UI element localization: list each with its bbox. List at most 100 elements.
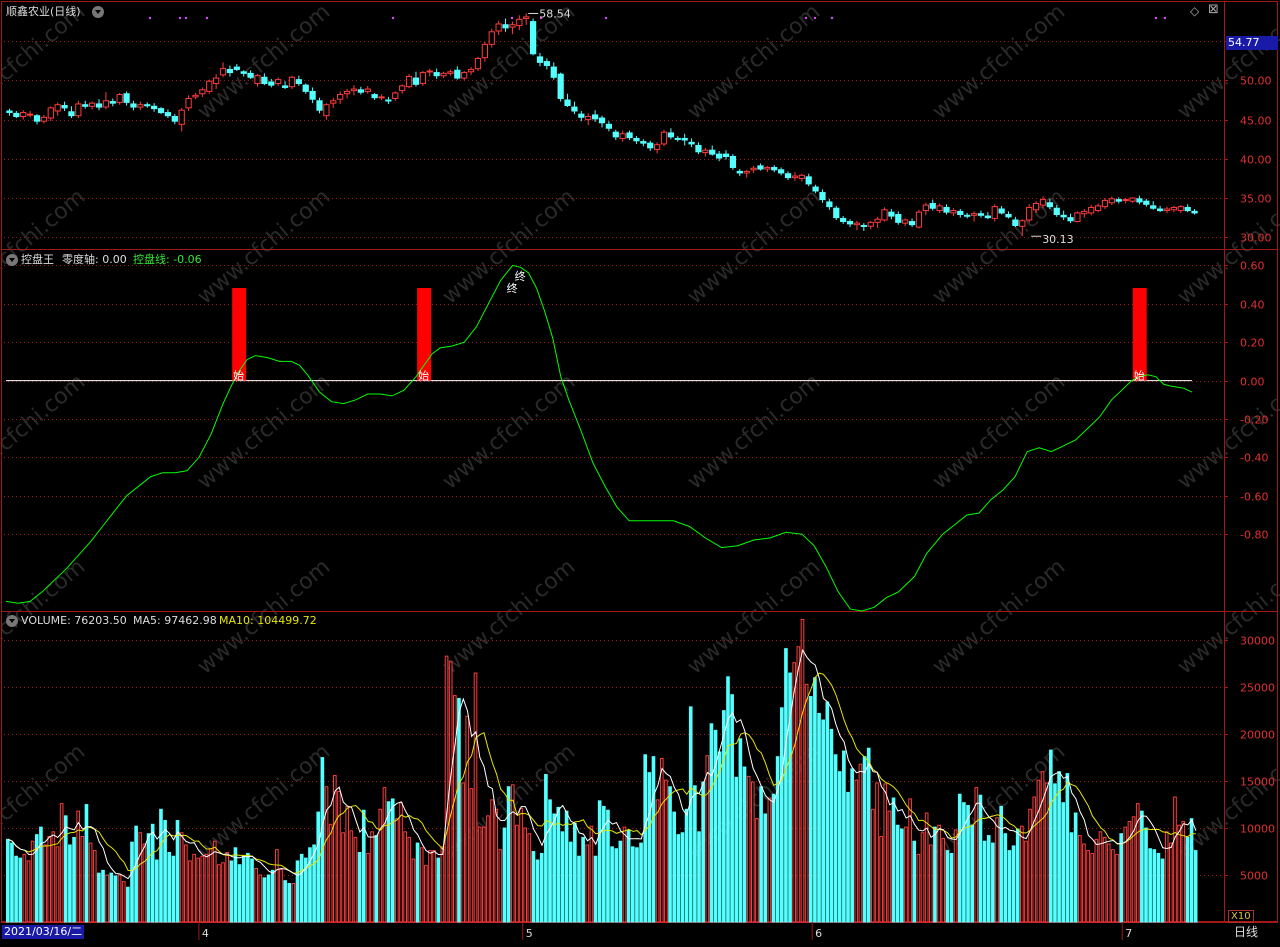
volume-bar [138, 832, 143, 923]
volume-bar [295, 860, 300, 923]
stock-title[interactable]: 顺鑫农业(日线) [6, 5, 81, 18]
volume-bar [887, 810, 892, 923]
volume-bar [18, 857, 23, 923]
volume-bar [1032, 796, 1037, 923]
candle-body [467, 68, 475, 73]
volume-bar [208, 848, 213, 923]
indicator-dropdown-icon[interactable] [6, 254, 18, 266]
volume-bar [883, 783, 888, 923]
candle-body [1150, 205, 1157, 209]
y-tick-label: 50.00 [1240, 75, 1272, 88]
volume-bar [498, 849, 503, 923]
candle-body [536, 56, 544, 63]
candle-body [743, 170, 750, 174]
volume-bar [1144, 827, 1148, 923]
candle-body [137, 104, 144, 108]
candle-body [660, 131, 668, 145]
candle-body [798, 174, 805, 179]
candle-body [564, 99, 571, 107]
volume-bar [1044, 782, 1049, 923]
volume-bar [84, 804, 89, 923]
volume-bar [722, 710, 726, 923]
volume-bar [982, 840, 987, 923]
volume-bar [188, 860, 192, 923]
volume-bar [370, 831, 374, 923]
signal-label: 始 [418, 369, 429, 383]
candle-body [529, 21, 537, 55]
volume-bar [382, 787, 387, 923]
candle-body [419, 72, 426, 85]
volume-bar [378, 808, 383, 923]
candle-body [902, 219, 909, 224]
volume-bar [241, 855, 246, 923]
candle-body [1136, 198, 1143, 203]
volume-bar [494, 808, 499, 923]
volume-bar [167, 851, 172, 923]
candle-body [1088, 206, 1095, 214]
period-label[interactable]: 日线 [1233, 925, 1258, 939]
candle-body [1046, 202, 1053, 208]
volume-bar [900, 828, 904, 923]
diamond-icon[interactable]: ◇ [1190, 4, 1200, 18]
volume-bar [14, 855, 18, 923]
candle-body [833, 207, 840, 219]
close-icon[interactable]: ⊠ [1208, 2, 1219, 17]
volume-bar [1164, 831, 1169, 923]
signal-label: 终 [507, 281, 518, 295]
candle-body [1053, 207, 1060, 215]
volume-bar [204, 853, 209, 923]
candle-body [1039, 199, 1047, 206]
volume-bar [324, 786, 329, 923]
watermark-text: www.cfchi.com [1173, 554, 1280, 679]
y-tick-label: 0.20 [1240, 337, 1265, 350]
candle-body [578, 113, 585, 118]
volume-bar [808, 696, 813, 923]
volume-bar [672, 811, 676, 923]
volume-bar [573, 822, 577, 923]
y-tick-label: 5000 [1240, 870, 1268, 883]
y-tick-label: 0.60 [1240, 260, 1265, 273]
candle-body [771, 166, 778, 171]
ma5-label: MA5: 97462.98 [133, 614, 217, 627]
candle-body [605, 123, 613, 129]
volume-bar [1069, 832, 1074, 923]
volume-bar [345, 805, 350, 923]
x-tick-label: 7 [1125, 927, 1132, 940]
candle-body [585, 115, 592, 121]
volume-bar [196, 857, 201, 923]
candle-body [40, 116, 48, 122]
volume-bar [246, 852, 250, 923]
scale-indicator[interactable]: X10 [1228, 910, 1254, 923]
volume-bar [664, 779, 668, 923]
watermark-text: www.cfchi.com [0, 184, 90, 309]
indicator-title[interactable]: 控盘王 [21, 253, 54, 266]
volume-bar [1098, 831, 1103, 923]
volume-bar [22, 853, 27, 923]
candle-body [268, 81, 275, 86]
stock-title-dropdown-icon[interactable] [92, 6, 104, 18]
event-marker [804, 16, 808, 20]
volume-bar [552, 813, 556, 923]
candle-body [591, 114, 599, 120]
volume-bar [1189, 818, 1194, 923]
volume-bar [262, 877, 267, 923]
candle-body [309, 90, 316, 100]
volume-dropdown-icon[interactable] [6, 615, 18, 627]
candle-body [557, 73, 564, 99]
signal-label: 始 [233, 369, 244, 383]
volume-bar [800, 619, 805, 923]
price-annotation-label: 30.13 [1042, 233, 1074, 246]
volume-bar [991, 842, 995, 923]
candle-body [867, 221, 874, 227]
volume-bar [146, 833, 151, 923]
price-annotation-label: 58.54 [539, 7, 571, 20]
watermark-text: www.cfchi.com [928, 554, 1070, 679]
candle-body [936, 205, 943, 212]
volume-bar [755, 818, 759, 923]
volume-bar [357, 851, 362, 923]
volume-bar [614, 848, 619, 923]
candle-body [323, 104, 330, 117]
volume-bar [361, 809, 366, 923]
volume-bar [179, 832, 184, 923]
candle-body [812, 186, 819, 192]
